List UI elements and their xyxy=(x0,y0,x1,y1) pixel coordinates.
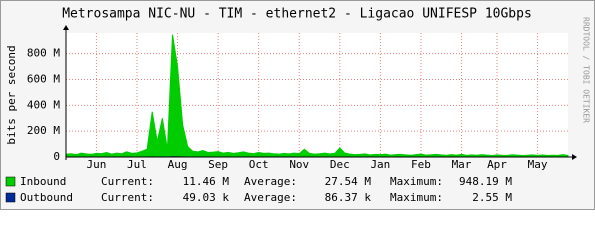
chart: Metrosampa NIC-NU - TIM - ethernet2 - Li… xyxy=(0,0,595,210)
stat-value: 948.19 M xyxy=(459,175,512,188)
stat-label: Average: xyxy=(244,191,297,204)
legend-label: Outbound xyxy=(20,191,73,204)
y-tick-label: 200 M xyxy=(27,124,60,137)
watermark: RRDTOOL / TOBI OETIKER xyxy=(582,17,591,123)
legend-label: Inbound xyxy=(20,175,66,188)
x-tick-label: Jan xyxy=(370,158,390,171)
x-tick-label: Feb xyxy=(411,158,431,171)
legend: Inbound Current: 11.46 M Average: 27.54 M Max… xyxy=(5,175,512,204)
y-tick-label: 400 M xyxy=(27,98,60,111)
stat-value: 49.03 k xyxy=(183,191,230,204)
legend-swatch xyxy=(5,192,16,203)
x-tick-label: Jun xyxy=(86,158,106,171)
x-tick-label: Dec xyxy=(330,158,350,171)
x-tick-label: Sep xyxy=(208,158,228,171)
x-tick-label: Jul xyxy=(127,158,147,171)
x-tick-label: Mar xyxy=(452,158,472,171)
y-axis-label: bits per second xyxy=(5,45,18,144)
stat-label: Maximum: xyxy=(390,175,443,188)
x-tick-label: Oct xyxy=(249,158,269,171)
x-arrow xyxy=(572,154,577,160)
stat-label: Maximum: xyxy=(390,191,443,204)
stat-value: 11.46 M xyxy=(183,175,230,188)
x-tick-label: Nov xyxy=(289,158,309,171)
chart-title: Metrosampa NIC-NU - TIM - ethernet2 - Li… xyxy=(62,7,532,22)
y-tick-label: 600 M xyxy=(27,73,60,86)
x-tick-label: Apr xyxy=(487,158,507,171)
x-tick-label: May xyxy=(528,158,548,171)
stat-value: 2.55 M xyxy=(472,191,512,204)
stat-label: Current: xyxy=(101,191,154,204)
series-area xyxy=(65,34,569,158)
stat-value: 86.37 k xyxy=(325,191,372,204)
x-tick-label: Aug xyxy=(168,158,188,171)
y-tick-label: 800 M xyxy=(27,47,60,60)
plot-area xyxy=(66,33,568,157)
stat-label: Average: xyxy=(244,175,297,188)
y-tick-label: 0 xyxy=(53,150,60,163)
stat-value: 27.54 M xyxy=(325,175,372,188)
legend-swatch xyxy=(5,176,16,187)
y-arrow xyxy=(63,25,69,30)
stat-label: Current: xyxy=(101,175,154,188)
